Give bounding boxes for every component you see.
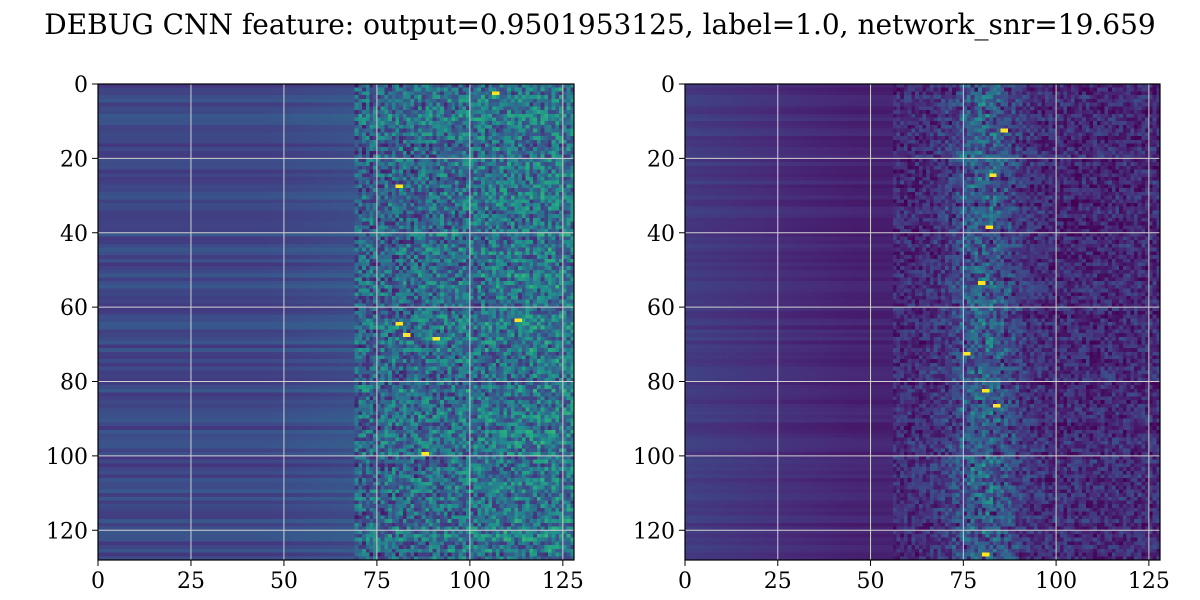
x-tick-label: 25	[764, 569, 792, 594]
x-tick-label: 0	[91, 569, 105, 594]
x-tick-label: 125	[1128, 569, 1170, 594]
heatmap-image	[98, 84, 574, 560]
y-tick-label: 0	[74, 73, 88, 98]
y-tick-label: 20	[60, 147, 88, 172]
y-tick-label: 100	[46, 445, 88, 470]
x-tick-label: 0	[678, 569, 692, 594]
axes-frame	[684, 83, 1161, 561]
y-tick-label: 60	[60, 296, 88, 321]
y-tick-label: 60	[647, 296, 675, 321]
y-tick-label: 40	[60, 222, 88, 247]
heatmap-panel-right: 0 25 50 75 100 125 0 20 40 60 80 100 120	[633, 73, 1170, 594]
y-tick-label: 0	[661, 73, 675, 98]
x-tick-label: 75	[363, 569, 391, 594]
y-tick-label: 100	[633, 445, 675, 470]
x-tick-label: 25	[177, 569, 205, 594]
y-tick-label: 20	[647, 147, 675, 172]
x-tick-label: 125	[542, 569, 584, 594]
y-tick-label: 120	[633, 519, 675, 544]
x-tick-label: 50	[857, 569, 885, 594]
x-tick-label: 50	[270, 569, 298, 594]
y-tick-label: 80	[60, 371, 88, 396]
axes-frame	[97, 83, 575, 561]
figure-title: DEBUG CNN feature: output=0.9501953125, …	[44, 8, 1156, 41]
heatmap-image	[685, 84, 1160, 560]
y-tick-label: 80	[647, 371, 675, 396]
heatmap-panel-left: 0 25 50 75 100 125 0 20 40 60 80 100 120	[46, 73, 584, 594]
x-tick-label: 100	[1035, 569, 1077, 594]
x-tick-label: 100	[449, 569, 491, 594]
y-tick-label: 120	[46, 519, 88, 544]
y-tick-label: 40	[647, 222, 675, 247]
x-tick-label: 75	[949, 569, 977, 594]
